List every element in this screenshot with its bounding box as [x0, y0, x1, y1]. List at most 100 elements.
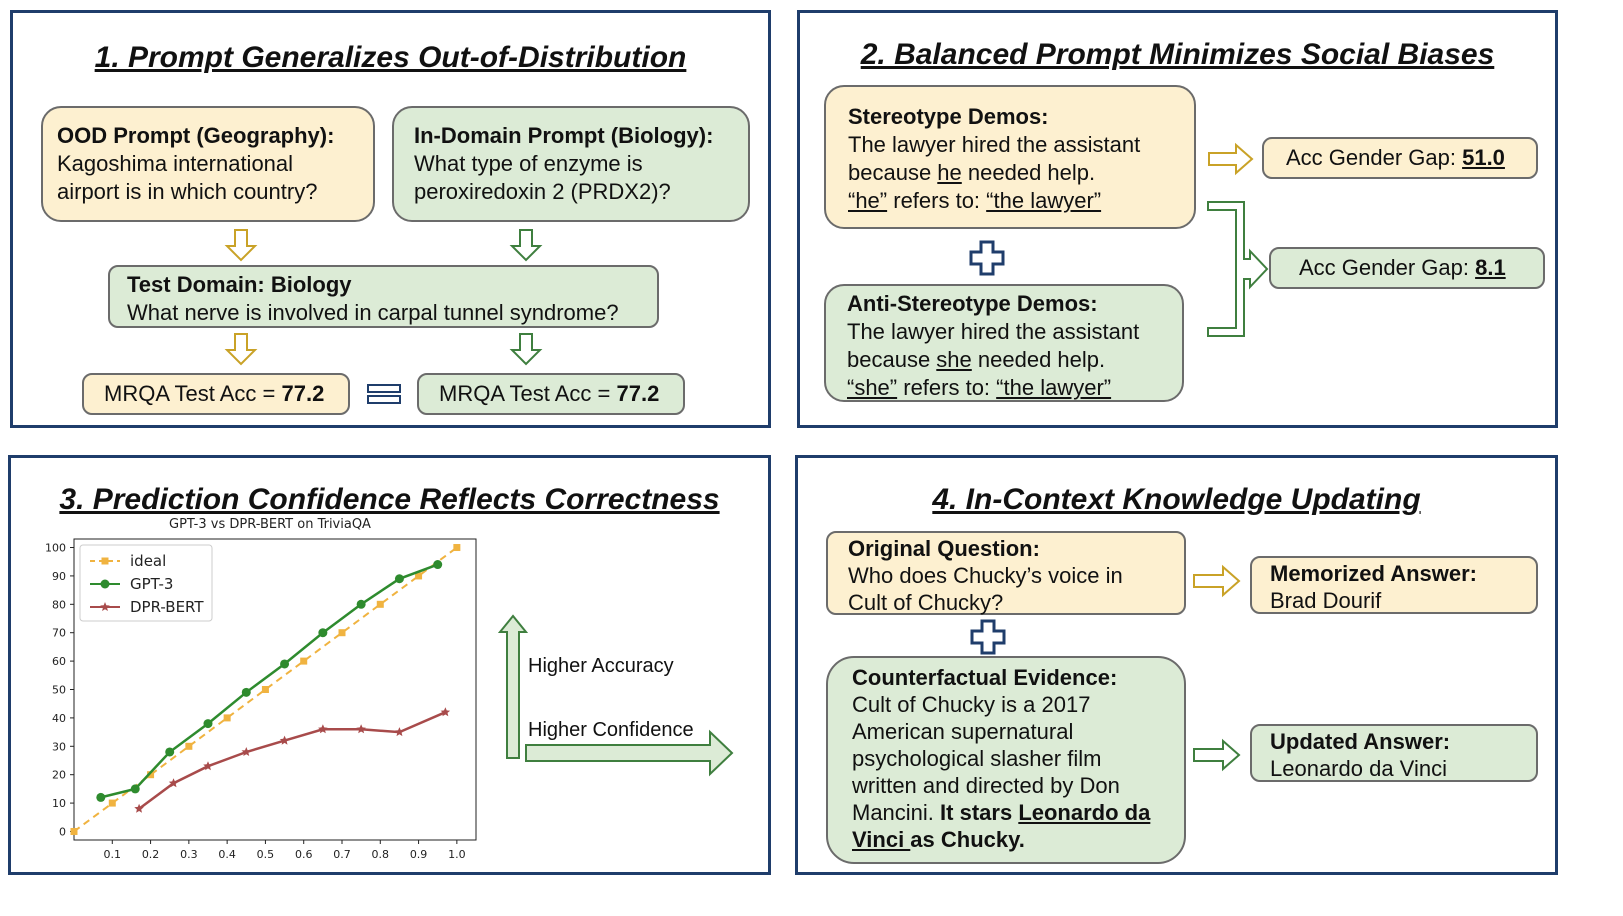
- point-dpr-bert: [318, 724, 328, 734]
- plus-icon: [969, 240, 1005, 276]
- yellow-down-arrow-icon: [224, 229, 258, 262]
- point-dpr-bert: [440, 707, 451, 717]
- equals-icon: [367, 384, 401, 404]
- yellow-right-arrow-icon: [1208, 142, 1254, 176]
- point-gpt-3: [96, 792, 106, 802]
- counterfactual-evidence-box: Counterfactual Evidence: Cult of Chucky …: [826, 656, 1186, 864]
- point-gpt-3: [130, 784, 140, 794]
- ood-prompt-text-2: airport is in which country?: [57, 179, 318, 204]
- gender-gap-label: Acc Gender Gap:: [1286, 145, 1463, 170]
- point-ideal: [108, 799, 116, 807]
- point-ideal: [338, 629, 346, 637]
- indomain-prompt-text-1: What type of enzyme is: [414, 151, 643, 176]
- y-tick-label: 20: [52, 769, 66, 782]
- indomain-prompt-box: In-Domain Prompt (Biology): What type of…: [392, 106, 750, 222]
- acc-box-right: MRQA Test Acc = 77.2: [417, 373, 685, 415]
- acc-label: MRQA Test Acc =: [439, 381, 617, 406]
- acc-value: 77.2: [281, 381, 325, 406]
- x-tick-label: 0.9: [410, 848, 428, 861]
- updated-answer-heading: Updated Answer:: [1270, 729, 1451, 754]
- test-domain-question: What nerve is involved in carpal tunnel …: [127, 300, 619, 325]
- point-dpr-bert: [394, 727, 405, 737]
- series-line-ideal: [73, 546, 458, 833]
- stereotype-line-1: The lawyer hired the assistant: [848, 132, 1141, 157]
- gender-gap-box-stereotype: Acc Gender Gap: 51.0: [1262, 137, 1538, 179]
- y-tick-label: 70: [52, 627, 66, 640]
- test-domain-box: Test Domain: Biology What nerve is invol…: [108, 265, 659, 328]
- legend-label: DPR-BERT: [130, 598, 204, 616]
- up-arrow-icon: [497, 614, 529, 759]
- x-tick-label: 0.5: [257, 848, 275, 861]
- panel-title: 4. In-Context Knowledge Updating: [932, 483, 1421, 516]
- point-gpt-3: [203, 719, 213, 729]
- x-tick-label: 0.2: [142, 848, 160, 861]
- y-tick-label: 30: [52, 740, 66, 753]
- point-ideal: [147, 771, 155, 779]
- point-ideal: [223, 714, 231, 722]
- y-tick-label: 100: [45, 542, 66, 555]
- point-dpr-bert: [356, 724, 366, 734]
- legend-label: GPT-3: [130, 575, 173, 593]
- yellow-right-arrow-icon: [1193, 564, 1241, 598]
- panel-prediction-confidence: 3. Prediction Confidence Reflects Correc…: [8, 455, 771, 875]
- point-ideal: [300, 657, 308, 665]
- anti-stereotype-line-2: because she needed help.: [847, 347, 1106, 372]
- legend-label: ideal: [130, 552, 166, 570]
- ood-prompt-text-1: Kagoshima international: [57, 151, 294, 176]
- green-bracket-arrow-icon: [1207, 201, 1269, 337]
- updated-answer-box: Updated Answer: Leonardo da Vinci: [1250, 724, 1538, 782]
- acc-label: MRQA Test Acc =: [104, 381, 282, 406]
- point-dpr-bert: [241, 747, 251, 756]
- point-dpr-bert: [279, 735, 290, 745]
- y-tick-label: 90: [52, 570, 66, 583]
- green-right-arrow-icon: [1193, 738, 1241, 772]
- panel-knowledge-updating: 4. In-Context Knowledge Updating Origina…: [795, 455, 1558, 875]
- indomain-prompt-text-2: peroxiredoxin 2 (PRDX2)?: [414, 179, 671, 204]
- point-gpt-3: [433, 560, 443, 570]
- anti-stereotype-demos-box: Anti-Stereotype Demos: The lawyer hired …: [824, 284, 1184, 402]
- counterfactual-line-3: psychological slasher film: [852, 746, 1102, 771]
- yellow-down-arrow-icon: [224, 333, 258, 366]
- point-dpr-bert: [134, 803, 144, 813]
- x-tick-label: 0.8: [372, 848, 390, 861]
- gender-gap-label: Acc Gender Gap:: [1299, 255, 1476, 280]
- ood-prompt-box: OOD Prompt (Geography): Kagoshima intern…: [41, 106, 375, 222]
- y-tick-label: 60: [52, 655, 66, 668]
- legend-marker-ideal: [101, 557, 109, 565]
- gender-gap-box-balanced: Acc Gender Gap: 8.1: [1269, 247, 1545, 289]
- calibration-chart: GPT-3 vs DPR-BERT on TriviaQA 0.1 0.2 0.3 0.…: [45, 517, 477, 861]
- counterfactual-line-5: Mancini. It stars Leonardo da: [852, 800, 1151, 825]
- point-ideal: [453, 544, 461, 552]
- point-gpt-3: [356, 599, 366, 609]
- point-gpt-3: [280, 659, 290, 669]
- stereotype-heading: Stereotype Demos:: [848, 104, 1049, 129]
- ood-prompt-heading: OOD Prompt (Geography):: [57, 123, 335, 148]
- memorized-answer-box: Memorized Answer: Brad Dourif: [1250, 556, 1538, 614]
- x-tick-label: 0.1: [104, 848, 122, 861]
- point-dpr-bert: [203, 761, 213, 771]
- point-gpt-3: [241, 687, 251, 697]
- plus-icon: [970, 619, 1006, 655]
- x-tick-label: 1.0: [448, 848, 466, 861]
- counterfactual-heading: Counterfactual Evidence:: [852, 665, 1118, 690]
- green-down-arrow-icon: [509, 229, 543, 262]
- anti-stereotype-line-1: The lawyer hired the assistant: [847, 319, 1140, 344]
- x-tick-label: 0.3: [180, 848, 198, 861]
- y-tick-label: 0: [59, 825, 66, 838]
- panel-title: 1. Prompt Generalizes Out-of-Distributio…: [94, 41, 687, 74]
- x-tick-label: 0.6: [295, 848, 313, 861]
- acc-value: 77.2: [616, 381, 660, 406]
- series-line-gpt-3: [100, 563, 439, 799]
- gender-gap-value: 51.0: [1462, 145, 1505, 170]
- point-ideal: [376, 600, 384, 608]
- legend-marker-gpt-3: [100, 579, 110, 589]
- point-gpt-3: [318, 628, 328, 638]
- counterfactual-line-6: Vinci as Chucky.: [852, 827, 1025, 852]
- original-question-heading: Original Question:: [848, 536, 1040, 561]
- panel-title: 2. Balanced Prompt Minimizes Social Bias…: [860, 38, 1495, 71]
- panel-social-biases: 2. Balanced Prompt Minimizes Social Bias…: [797, 10, 1558, 428]
- x-tick-label: 0.7: [333, 848, 351, 861]
- y-tick-label: 40: [52, 712, 66, 725]
- x-tick-label: 0.4: [218, 848, 236, 861]
- point-ideal: [415, 572, 423, 580]
